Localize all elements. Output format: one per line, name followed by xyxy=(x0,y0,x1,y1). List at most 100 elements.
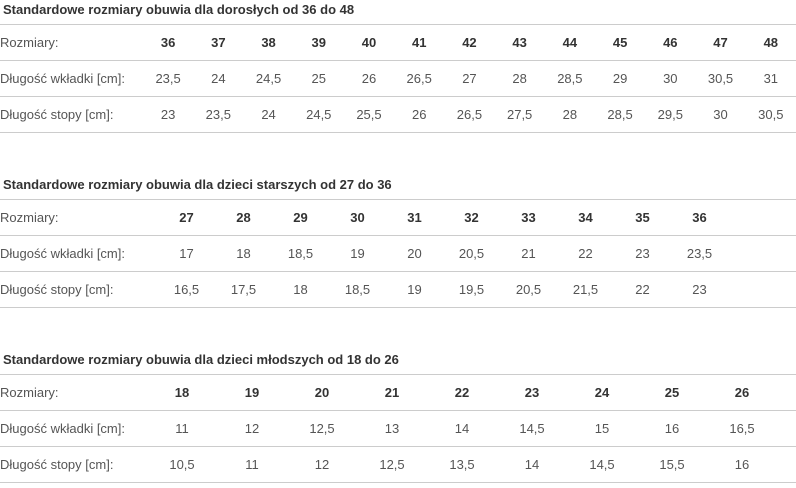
foot-value-cell: 28 xyxy=(562,107,578,122)
table-row-foot-length: Długość stopy [cm]: 16,5 17,5 18 18,5 19… xyxy=(0,271,796,308)
size-header-cell: 47 xyxy=(713,35,728,50)
foot-value-cell: 23 xyxy=(692,282,707,297)
table-row-sizes: Rozmiary: 36 37 38 39 40 41 42 43 44 45 … xyxy=(0,24,796,61)
insole-value-cell: 13 xyxy=(384,421,400,436)
insole-value-cell: 30 xyxy=(663,71,678,86)
foot-value-cell: 29,5 xyxy=(657,107,683,122)
size-header-cell: 23 xyxy=(524,385,540,400)
table-row-insole-length: Długość wkładki [cm]: 17 18 18,5 19 20 2… xyxy=(0,235,796,272)
table-row-foot-length: Długość stopy [cm]: 23 23,5 24 24,5 25,5… xyxy=(0,96,796,133)
foot-value-cell: 30,5 xyxy=(758,107,784,122)
foot-value-cell: 10,5 xyxy=(169,457,195,472)
section-title-older-children: Standardowe rozmiary obuwia dla dzieci s… xyxy=(3,177,392,192)
insole-value-cell: 23,5 xyxy=(155,71,181,86)
table-row-sizes: Rozmiary: 18 19 20 21 22 23 24 25 26 xyxy=(0,374,796,411)
foot-value-cell: 17,5 xyxy=(230,282,257,297)
size-header-cell: 48 xyxy=(763,35,779,50)
insole-value-cell: 20 xyxy=(407,246,422,261)
row-label-foot: Długość stopy [cm]: xyxy=(0,107,114,122)
size-header-cell: 22 xyxy=(454,385,470,400)
foot-value-cell: 27,5 xyxy=(506,107,533,122)
foot-value-cell: 14,5 xyxy=(589,457,615,472)
foot-value-cell: 24,5 xyxy=(306,107,332,122)
foot-value-cell: 26,5 xyxy=(456,107,483,122)
row-label-foot: Długość stopy [cm]: xyxy=(0,282,114,297)
foot-value-cell: 21,5 xyxy=(572,282,599,297)
size-header-cell: 44 xyxy=(562,35,578,50)
spacer-cell xyxy=(777,411,796,447)
size-header-cell: 43 xyxy=(512,35,527,50)
size-header-cell: 45 xyxy=(612,35,628,50)
size-header-cell: 46 xyxy=(663,35,678,50)
insole-value-cell: 12 xyxy=(244,421,260,436)
size-header-cell: 25 xyxy=(664,385,680,400)
insole-value-cell: 17 xyxy=(179,246,194,261)
insole-value-cell: 24,5 xyxy=(255,71,282,86)
foot-value-cell: 12 xyxy=(314,457,330,472)
size-header-cell: 27 xyxy=(179,210,194,225)
insole-value-cell: 23,5 xyxy=(686,246,713,261)
foot-value-cell: 23,5 xyxy=(205,107,231,122)
foot-value-cell: 24 xyxy=(261,107,276,122)
foot-value-cell: 15,5 xyxy=(659,457,685,472)
section-title-adults: Standardowe rozmiary obuwia dla dorosłyc… xyxy=(3,2,355,17)
insole-value-cell: 21 xyxy=(521,246,536,261)
size-header-cell: 30 xyxy=(350,210,365,225)
row-label-sizes: Rozmiary: xyxy=(0,210,59,225)
row-label-insole: Długość wkładki [cm]: xyxy=(0,421,125,436)
insole-value-cell: 20,5 xyxy=(458,246,485,261)
table-row-insole-length: Długość wkładki [cm]: 23,5 24 24,5 25 26… xyxy=(0,60,796,97)
insole-value-cell: 18 xyxy=(236,246,251,261)
size-header-cell: 29 xyxy=(293,210,308,225)
foot-value-cell: 16,5 xyxy=(173,282,200,297)
size-table-older-children: Rozmiary: 27 28 29 30 31 32 33 34 35 36 … xyxy=(0,199,796,308)
size-header-cell: 32 xyxy=(464,210,479,225)
table-row-insole-length: Długość wkładki [cm]: 11 12 12,5 13 14 1… xyxy=(0,410,796,447)
size-header-cell: 24 xyxy=(594,385,610,400)
foot-value-cell: 18 xyxy=(293,282,308,297)
size-section-younger-children: Standardowe rozmiary obuwia dla dzieci m… xyxy=(0,352,796,483)
insole-value-cell: 31 xyxy=(763,71,779,86)
size-header-cell: 33 xyxy=(521,210,536,225)
insole-value-cell: 18,5 xyxy=(287,246,314,261)
size-header-cell: 35 xyxy=(635,210,650,225)
insole-value-cell: 26,5 xyxy=(406,71,432,86)
size-table-younger-children: Rozmiary: 18 19 20 21 22 23 24 25 26 Dłu… xyxy=(0,374,796,483)
foot-value-cell: 30 xyxy=(713,107,728,122)
size-table-adults: Rozmiary: 36 37 38 39 40 41 42 43 44 45 … xyxy=(0,24,796,133)
section-title-younger-children: Standardowe rozmiary obuwia dla dzieci m… xyxy=(3,352,399,367)
foot-value-cell: 25,5 xyxy=(356,107,382,122)
table-row-foot-length: Długość stopy [cm]: 10,5 11 12 12,5 13,5… xyxy=(0,446,796,483)
insole-value-cell: 24 xyxy=(211,71,226,86)
size-header-cell: 34 xyxy=(578,210,593,225)
size-header-cell: 42 xyxy=(462,35,477,50)
insole-value-cell: 11 xyxy=(175,421,189,436)
size-header-cell: 40 xyxy=(361,35,377,50)
size-header-cell: 38 xyxy=(261,35,276,50)
size-section-adults: Standardowe rozmiary obuwia dla dorosłyc… xyxy=(0,2,796,133)
insole-value-cell: 27 xyxy=(462,71,477,86)
insole-value-cell: 16,5 xyxy=(729,421,755,436)
row-label-insole: Długość wkładki [cm]: xyxy=(0,246,125,261)
foot-value-cell: 11 xyxy=(245,457,259,472)
foot-value-cell: 13,5 xyxy=(449,457,475,472)
foot-value-cell: 20,5 xyxy=(515,282,542,297)
size-header-cell: 28 xyxy=(236,210,251,225)
size-section-older-children: Standardowe rozmiary obuwia dla dzieci s… xyxy=(0,177,796,308)
size-header-cell: 20 xyxy=(314,385,330,400)
row-label-sizes: Rozmiary: xyxy=(0,385,59,400)
foot-value-cell: 16 xyxy=(734,457,750,472)
size-header-cell: 39 xyxy=(311,35,326,50)
spacer-cell xyxy=(728,236,796,272)
size-header-cell: 41 xyxy=(411,35,427,50)
insole-value-cell: 25 xyxy=(311,71,326,86)
table-row-sizes: Rozmiary: 27 28 29 30 31 32 33 34 35 36 xyxy=(0,199,796,236)
spacer-cell xyxy=(728,272,796,308)
size-header-cell: 18 xyxy=(174,385,190,400)
insole-value-cell: 26 xyxy=(361,71,377,86)
foot-value-cell: 12,5 xyxy=(379,457,405,472)
insole-value-cell: 23 xyxy=(635,246,650,261)
foot-value-cell: 28,5 xyxy=(607,107,633,122)
insole-value-cell: 14,5 xyxy=(519,421,545,436)
